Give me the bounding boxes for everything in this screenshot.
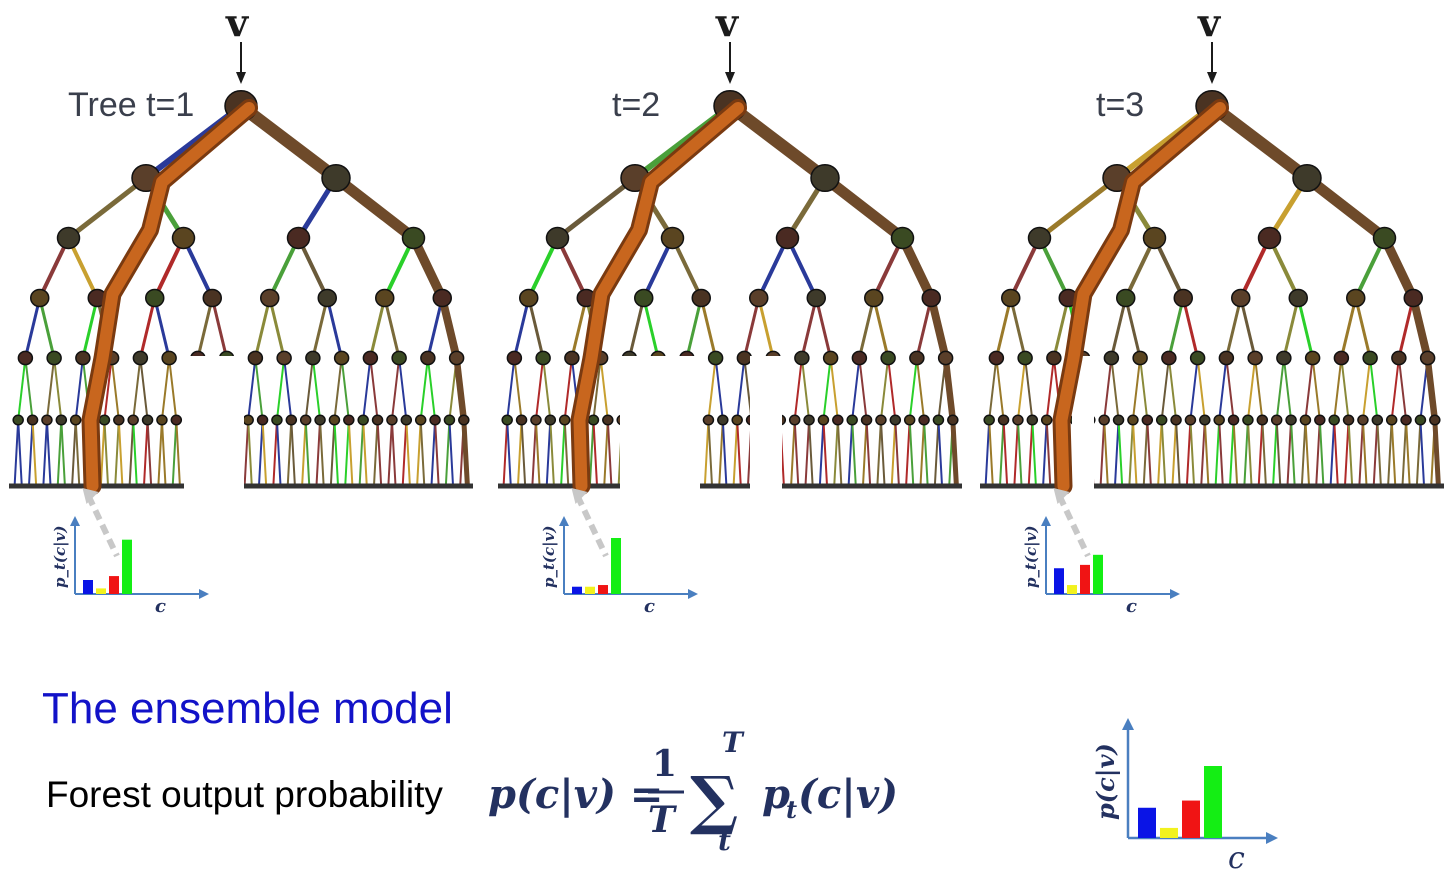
tree-label-2: t=2 — [612, 86, 661, 124]
input-arrowhead-2 — [725, 72, 735, 84]
hist-bar-2 — [96, 588, 106, 594]
decision-path-2 — [573, 102, 744, 492]
hist-bar-1 — [1054, 568, 1064, 594]
hist-bar-3 — [109, 576, 119, 594]
formula-sum-symbol: ∑ — [690, 763, 738, 838]
formula-rhs: p — [762, 771, 790, 818]
histogram-2: c p_t(c|v) — [540, 516, 698, 617]
ens-ylabel: p(c|v) — [1091, 743, 1120, 820]
hist-ylabel: p_t(c|v) — [1022, 526, 1040, 588]
ensemble-histogram: c p(c|v) — [1091, 718, 1278, 876]
hist-bar-4 — [611, 538, 621, 594]
ensemble-title: The ensemble model — [42, 684, 453, 733]
hist-bar-2 — [1067, 585, 1077, 594]
hist-bar-2 — [585, 586, 595, 594]
tree-1 — [9, 90, 473, 558]
hist-bar-4 — [1093, 554, 1103, 594]
hist-xlabel: c — [155, 596, 166, 617]
ens-bar-1 — [1138, 807, 1156, 838]
input-v-label-3: v — [1198, 0, 1221, 45]
formula-lhs: p(c|v) = — [488, 771, 663, 818]
ensemble-formula: p(c|v) =1TT∑tpt (c|v) — [488, 726, 898, 857]
tree-3 — [980, 90, 1444, 558]
ens-bar-4 — [1204, 766, 1222, 838]
input-arrowhead-3 — [1207, 72, 1217, 84]
hist-bar-3 — [1080, 564, 1090, 594]
leaf-to-hist-arrow-1 — [85, 494, 120, 558]
histogram-1: c p_t(c|v) — [51, 516, 209, 617]
decision-path-1 — [84, 102, 255, 492]
hist-bar-3 — [598, 585, 608, 594]
formula-sum-lower: t — [718, 824, 731, 857]
forest-output-label: Forest output probability — [46, 774, 443, 815]
formula-sum-upper: T — [722, 726, 745, 759]
hist-bar-1 — [83, 580, 93, 594]
tree-label-1: Tree t=1 — [68, 86, 195, 124]
leaf-to-hist-arrow-3 — [1056, 494, 1091, 558]
histogram-3: c p_t(c|v) — [1022, 516, 1180, 617]
hist-bar-1 — [572, 586, 582, 594]
hist-bar-4 — [122, 539, 132, 594]
hist-ylabel: p_t(c|v) — [51, 526, 69, 588]
input-v-label-2: v — [716, 0, 739, 45]
decision-path-3 — [1055, 102, 1226, 492]
hist-xlabel: c — [1126, 596, 1137, 617]
input-v-label-1: v — [226, 0, 249, 45]
ens-xlabel: c — [1228, 841, 1245, 876]
ens-bar-3 — [1182, 800, 1200, 838]
tree-label-3: t=3 — [1096, 86, 1145, 124]
hist-xlabel: c — [644, 596, 655, 617]
svg-text:(c|v): (c|v) — [798, 771, 898, 818]
formula-frac-num: 1 — [652, 743, 677, 785]
svg-text:t: t — [786, 795, 797, 824]
hist-ylabel: p_t(c|v) — [540, 526, 558, 588]
tree-2 — [498, 90, 962, 558]
formula-frac-den: T — [648, 799, 677, 841]
ens-bar-2 — [1160, 827, 1178, 838]
leaf-to-hist-arrow-2 — [574, 494, 609, 558]
input-arrowhead-1 — [236, 72, 246, 84]
